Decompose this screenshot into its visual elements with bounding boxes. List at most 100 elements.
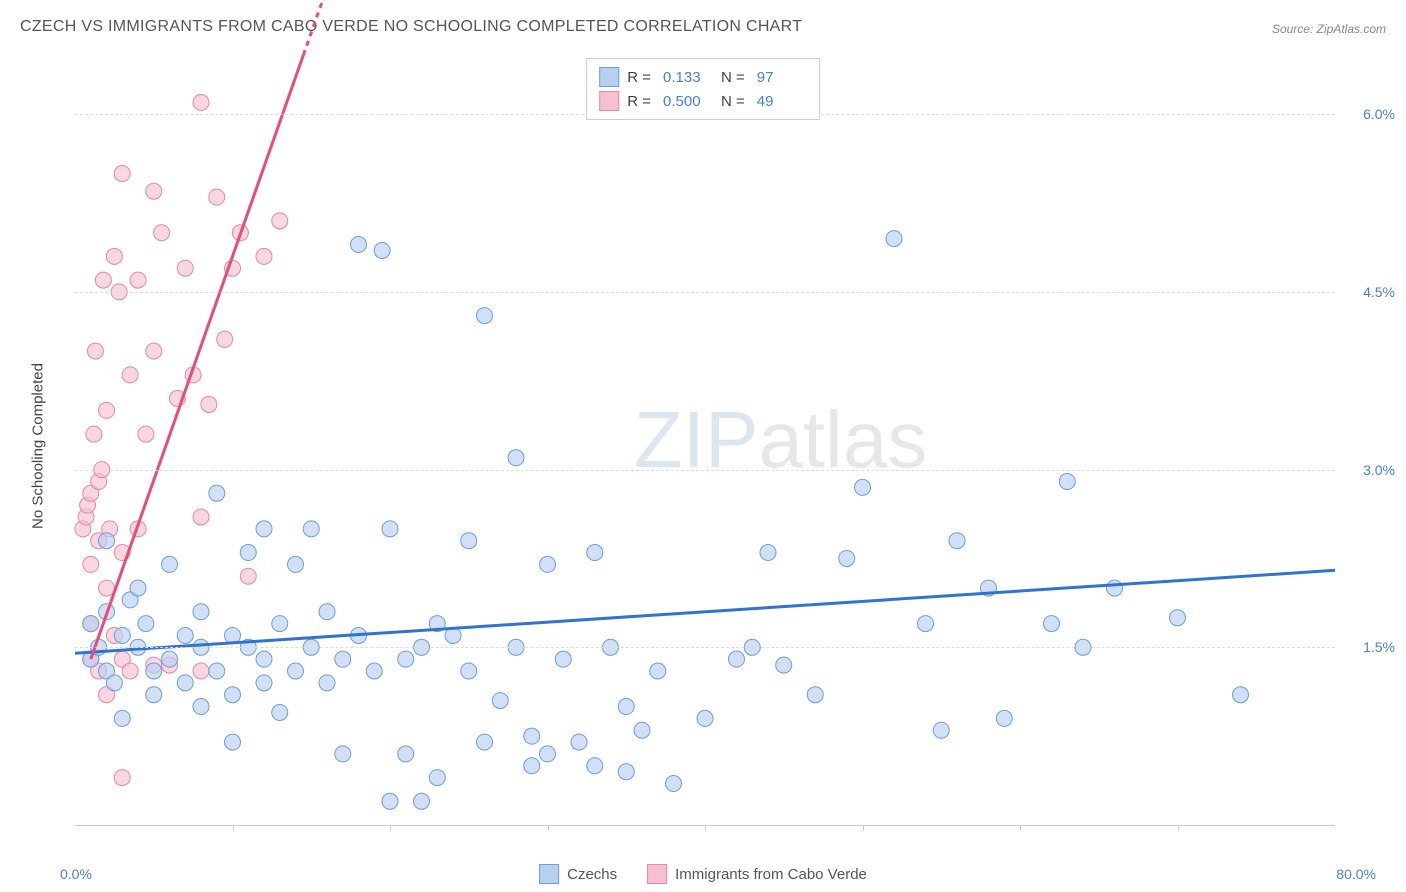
- swatch-cabo-bottom: [647, 864, 667, 884]
- data-point: [193, 509, 209, 525]
- data-point: [256, 675, 272, 691]
- data-point: [146, 663, 162, 679]
- data-point: [272, 616, 288, 632]
- data-point: [86, 426, 102, 442]
- data-point: [319, 604, 335, 620]
- data-point: [540, 746, 556, 762]
- data-point: [555, 651, 571, 667]
- data-point: [524, 758, 540, 774]
- y-tick-label: 3.0%: [1363, 462, 1395, 478]
- r-value-cabo: 0.500: [663, 93, 713, 110]
- data-point: [95, 272, 111, 288]
- data-point: [177, 675, 193, 691]
- data-point: [240, 568, 256, 584]
- data-point: [138, 616, 154, 632]
- legend-label-czechs: Czechs: [567, 866, 617, 883]
- source-attribution: Source: ZipAtlas.com: [1272, 22, 1386, 36]
- data-point: [855, 479, 871, 495]
- data-point: [839, 550, 855, 566]
- data-point: [99, 402, 115, 418]
- data-point: [193, 604, 209, 620]
- data-point: [996, 710, 1012, 726]
- chart-title: CZECH VS IMMIGRANTS FROM CABO VERDE NO S…: [20, 18, 802, 36]
- x-tick: [233, 825, 234, 831]
- data-point: [240, 545, 256, 561]
- data-point: [138, 426, 154, 442]
- data-point: [587, 545, 603, 561]
- data-point: [256, 651, 272, 667]
- data-point: [492, 693, 508, 709]
- legend-stats-row-czechs: R = 0.133 N = 97: [599, 65, 807, 89]
- data-point: [477, 734, 493, 750]
- data-point: [398, 746, 414, 762]
- data-point: [1044, 616, 1060, 632]
- data-point: [154, 225, 170, 241]
- legend-label-cabo: Immigrants from Cabo Verde: [675, 866, 867, 883]
- x-tick: [390, 825, 391, 831]
- data-point: [886, 231, 902, 247]
- data-point: [130, 272, 146, 288]
- x-tick: [1020, 825, 1021, 831]
- y-axis-title: No Schooling Completed: [30, 363, 47, 529]
- data-point: [429, 770, 445, 786]
- x-tick: [705, 825, 706, 831]
- r-label: R =: [627, 69, 651, 86]
- x-tick: [548, 825, 549, 831]
- plot-area: ZIPatlas 1.5%3.0%4.5%6.0%: [75, 55, 1335, 826]
- data-point: [177, 627, 193, 643]
- data-point: [398, 651, 414, 667]
- data-point: [146, 183, 162, 199]
- legend-stats-box: R = 0.133 N = 97 R = 0.500 N = 49: [586, 58, 820, 120]
- data-point: [193, 699, 209, 715]
- data-point: [382, 521, 398, 537]
- data-point: [650, 663, 666, 679]
- swatch-czechs: [599, 67, 619, 87]
- data-point: [414, 793, 430, 809]
- data-point: [83, 616, 99, 632]
- y-tick-label: 4.5%: [1363, 284, 1395, 300]
- data-point: [303, 521, 319, 537]
- n-value-czechs: 97: [757, 69, 807, 86]
- data-point: [1059, 473, 1075, 489]
- swatch-cabo: [599, 91, 619, 111]
- gridline-h: [75, 470, 1335, 471]
- data-point: [162, 556, 178, 572]
- data-point: [256, 248, 272, 264]
- data-point: [461, 663, 477, 679]
- data-point: [374, 242, 390, 258]
- data-point: [106, 248, 122, 264]
- data-point: [209, 189, 225, 205]
- data-point: [106, 675, 122, 691]
- gridline-h: [75, 647, 1335, 648]
- data-point: [587, 758, 603, 774]
- data-point: [319, 675, 335, 691]
- data-point: [114, 770, 130, 786]
- data-point: [193, 663, 209, 679]
- data-point: [99, 580, 115, 596]
- data-point: [272, 213, 288, 229]
- data-point: [99, 533, 115, 549]
- x-axis-min-label: 0.0%: [60, 866, 92, 882]
- legend-item-cabo: Immigrants from Cabo Verde: [647, 864, 867, 884]
- data-point: [177, 260, 193, 276]
- r-value-czechs: 0.133: [663, 69, 713, 86]
- data-point: [122, 367, 138, 383]
- data-point: [217, 331, 233, 347]
- data-point: [288, 663, 304, 679]
- data-point: [918, 616, 934, 632]
- data-point: [225, 687, 241, 703]
- n-value-cabo: 49: [757, 93, 807, 110]
- data-point: [114, 710, 130, 726]
- data-point: [83, 556, 99, 572]
- r-label: R =: [627, 93, 651, 110]
- scatter-svg: [75, 55, 1335, 825]
- x-axis-max-label: 80.0%: [1336, 866, 1376, 882]
- data-point: [209, 485, 225, 501]
- data-point: [1107, 580, 1123, 596]
- data-point: [508, 450, 524, 466]
- data-point: [776, 657, 792, 673]
- data-point: [571, 734, 587, 750]
- data-point: [1233, 687, 1249, 703]
- data-point: [760, 545, 776, 561]
- gridline-h: [75, 292, 1335, 293]
